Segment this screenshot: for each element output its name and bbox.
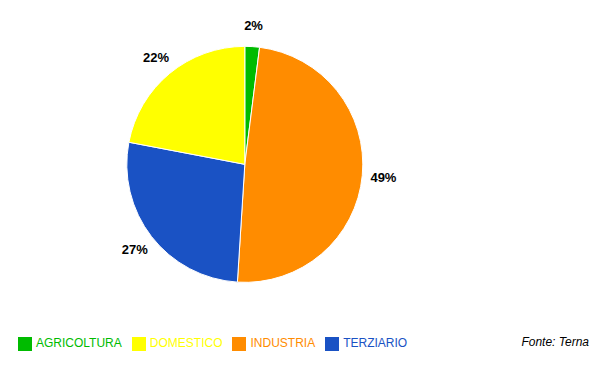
html-text:AGRICOLTURA: AGRICOLTURA xyxy=(36,336,122,351)
svg-text:49%: 49% xyxy=(370,170,396,185)
html-text:INDUSTRIA: INDUSTRIA xyxy=(250,336,316,351)
svg-text:22%: 22% xyxy=(143,50,169,65)
svg-text:27%: 27% xyxy=(122,242,148,257)
svg-text:2%: 2% xyxy=(244,18,263,33)
html-text:Fonte: Terna: Fonte: Terna xyxy=(521,335,589,349)
html-text:TERZIARIO: TERZIARIO xyxy=(343,336,408,351)
html-text:DOMESTICO: DOMESTICO xyxy=(149,336,223,351)
